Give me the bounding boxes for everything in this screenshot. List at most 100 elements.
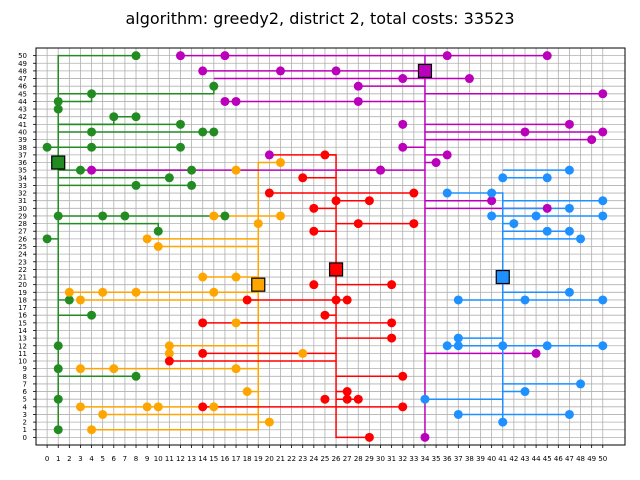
house-point bbox=[331, 196, 341, 206]
x-tick-label: 11 bbox=[165, 455, 174, 463]
y-tick-label: 37 bbox=[18, 151, 27, 159]
house-point bbox=[498, 417, 508, 427]
house-point bbox=[309, 280, 319, 290]
house-point bbox=[209, 402, 219, 412]
y-tick-label: 2 bbox=[23, 419, 27, 427]
house-point bbox=[564, 287, 574, 297]
house-point bbox=[542, 203, 552, 213]
y-tick-label: 31 bbox=[18, 197, 27, 205]
house-point bbox=[520, 295, 530, 305]
house-point bbox=[220, 51, 230, 61]
x-tick-label: 4 bbox=[89, 455, 94, 463]
y-tick-label: 6 bbox=[23, 388, 28, 396]
house-point bbox=[198, 318, 208, 328]
y-tick-label: 13 bbox=[18, 335, 27, 343]
house-point bbox=[87, 89, 97, 99]
house-point bbox=[398, 142, 408, 152]
house-point bbox=[564, 119, 574, 129]
house-point bbox=[353, 81, 363, 91]
house-point bbox=[487, 196, 497, 206]
y-tick-label: 21 bbox=[18, 274, 27, 282]
x-tick-label: 14 bbox=[198, 455, 207, 463]
house-point bbox=[175, 119, 185, 129]
house-point bbox=[175, 51, 185, 61]
y-tick-label: 43 bbox=[18, 106, 27, 114]
y-tick-label: 22 bbox=[18, 266, 27, 274]
y-tick-label: 5 bbox=[23, 396, 27, 404]
cable-line bbox=[257, 161, 281, 285]
house-point bbox=[87, 165, 97, 175]
house-layer bbox=[42, 51, 608, 442]
house-point bbox=[453, 295, 463, 305]
x-tick-label: 49 bbox=[587, 455, 596, 463]
house-point bbox=[164, 173, 174, 183]
house-point bbox=[53, 96, 63, 106]
y-tick-label: 29 bbox=[18, 212, 27, 220]
x-tick-label: 45 bbox=[543, 455, 552, 463]
y-tick-label: 26 bbox=[18, 235, 27, 243]
house-point bbox=[398, 119, 408, 129]
x-tick-label: 46 bbox=[554, 455, 563, 463]
x-tick-label: 40 bbox=[487, 455, 496, 463]
y-tick-label: 46 bbox=[18, 83, 27, 91]
house-point bbox=[209, 287, 219, 297]
house-point bbox=[98, 211, 108, 221]
house-point bbox=[320, 394, 330, 404]
house-point bbox=[87, 425, 97, 435]
house-point bbox=[598, 89, 608, 99]
house-point bbox=[598, 196, 608, 206]
y-tick-label: 24 bbox=[18, 251, 27, 259]
house-point bbox=[164, 348, 174, 358]
x-tick-label: 3 bbox=[78, 455, 82, 463]
house-point bbox=[75, 165, 85, 175]
house-point bbox=[264, 150, 274, 160]
house-point bbox=[320, 150, 330, 160]
house-point bbox=[598, 341, 608, 351]
house-point bbox=[453, 341, 463, 351]
x-tick-label: 23 bbox=[298, 455, 307, 463]
house-point bbox=[242, 295, 252, 305]
house-point bbox=[75, 402, 85, 412]
house-point bbox=[53, 364, 63, 374]
x-tick-label: 35 bbox=[432, 455, 441, 463]
house-point bbox=[564, 203, 574, 213]
x-tick-label: 34 bbox=[421, 455, 430, 463]
battery-marker bbox=[328, 262, 344, 277]
house-point bbox=[109, 364, 119, 374]
house-point bbox=[231, 165, 241, 175]
house-point bbox=[87, 142, 97, 152]
cable-line bbox=[58, 116, 115, 126]
x-tick-label: 1 bbox=[56, 455, 60, 463]
house-point bbox=[231, 96, 241, 106]
y-tick-label: 11 bbox=[18, 350, 27, 358]
house-point bbox=[164, 356, 174, 366]
house-point bbox=[487, 188, 497, 198]
y-tick-label: 41 bbox=[18, 121, 27, 129]
y-tick-label: 38 bbox=[18, 144, 27, 152]
house-point bbox=[298, 348, 308, 358]
cable-line bbox=[57, 54, 137, 163]
x-tick-label: 43 bbox=[521, 455, 530, 463]
x-tick-label: 32 bbox=[398, 455, 407, 463]
house-point bbox=[220, 211, 230, 221]
house-point bbox=[420, 394, 430, 404]
y-tick-label: 14 bbox=[18, 327, 27, 335]
x-tick-label: 36 bbox=[443, 455, 452, 463]
house-point bbox=[131, 180, 141, 190]
x-tick-label: 39 bbox=[476, 455, 485, 463]
x-tick-label: 21 bbox=[276, 455, 285, 463]
x-tick-label: 10 bbox=[154, 455, 163, 463]
house-point bbox=[131, 112, 141, 122]
house-point bbox=[198, 127, 208, 137]
battery-marker bbox=[495, 269, 510, 285]
x-tick-label: 30 bbox=[376, 455, 385, 463]
y-tick-label: 50 bbox=[18, 52, 27, 60]
y-tick-label: 19 bbox=[18, 289, 27, 297]
y-tick-label: 49 bbox=[18, 60, 27, 68]
house-point bbox=[309, 203, 319, 213]
grid-layer bbox=[36, 48, 625, 445]
x-tick-label: 25 bbox=[320, 455, 329, 463]
x-tick-label: 26 bbox=[332, 455, 341, 463]
x-tick-label: 29 bbox=[365, 455, 374, 463]
house-point bbox=[398, 371, 408, 381]
